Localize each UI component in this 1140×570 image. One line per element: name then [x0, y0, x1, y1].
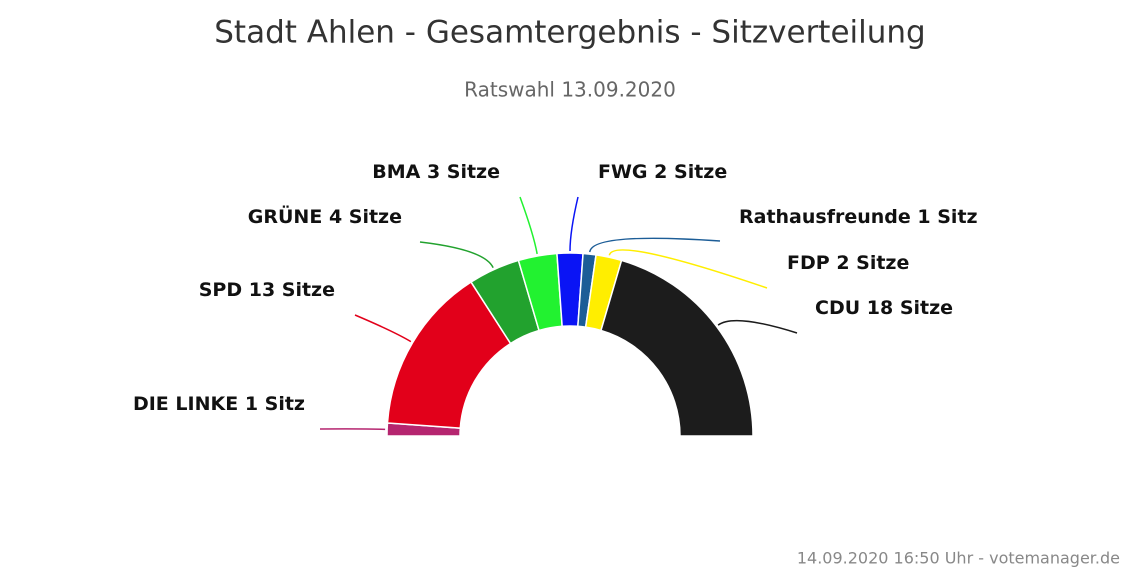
party-name: BMA [372, 161, 420, 183]
connector [519, 196, 538, 255]
seat-count: 1 Sitz [245, 393, 305, 415]
data-label: FWG 2 Sitze [598, 161, 727, 183]
data-label: GRÜNE 4 Sitze [248, 204, 402, 228]
data-label: BMA 3 Sitze [372, 161, 500, 183]
party-name: DIE LINKE [133, 393, 238, 415]
connector [354, 314, 412, 343]
party-name: Rathausfreunde [739, 206, 911, 228]
seat-count: 2 Sitze [836, 252, 909, 274]
party-name: FWG [598, 161, 648, 183]
chart-title: Stadt Ahlen - Gesamtergebnis - Sitzverte… [214, 15, 926, 51]
party-name: FDP [787, 252, 830, 274]
seat-count: 3 Sitze [427, 161, 500, 183]
data-label: SPD 13 Sitze [199, 279, 335, 301]
data-label: DIE LINKE 1 Sitz [133, 393, 305, 415]
connector [569, 196, 579, 252]
data-label: FDP 2 Sitze [787, 252, 909, 274]
seat-count: 13 Sitze [249, 279, 335, 301]
data-label: Rathausfreunde 1 Sitz [739, 206, 978, 228]
connector [608, 249, 768, 289]
credit: 14.09.2020 16:50 Uhr - votemanager.de [797, 549, 1120, 568]
party-name: SPD [199, 279, 242, 301]
seat-count: 4 Sitze [329, 206, 402, 228]
seat-count: 18 Sitze [867, 297, 953, 319]
connector [717, 319, 798, 334]
chart-subtitle: Ratswahl 13.09.2020 [464, 78, 676, 102]
seat-count: 2 Sitze [654, 161, 727, 183]
party-name: GRÜNE [248, 204, 323, 228]
party-name: CDU [815, 297, 860, 319]
connector [419, 241, 494, 269]
data-label: CDU 18 Sitze [815, 297, 953, 319]
seat-segment [600, 259, 754, 437]
seat-count: 1 Sitz [917, 206, 977, 228]
connector [589, 237, 721, 253]
